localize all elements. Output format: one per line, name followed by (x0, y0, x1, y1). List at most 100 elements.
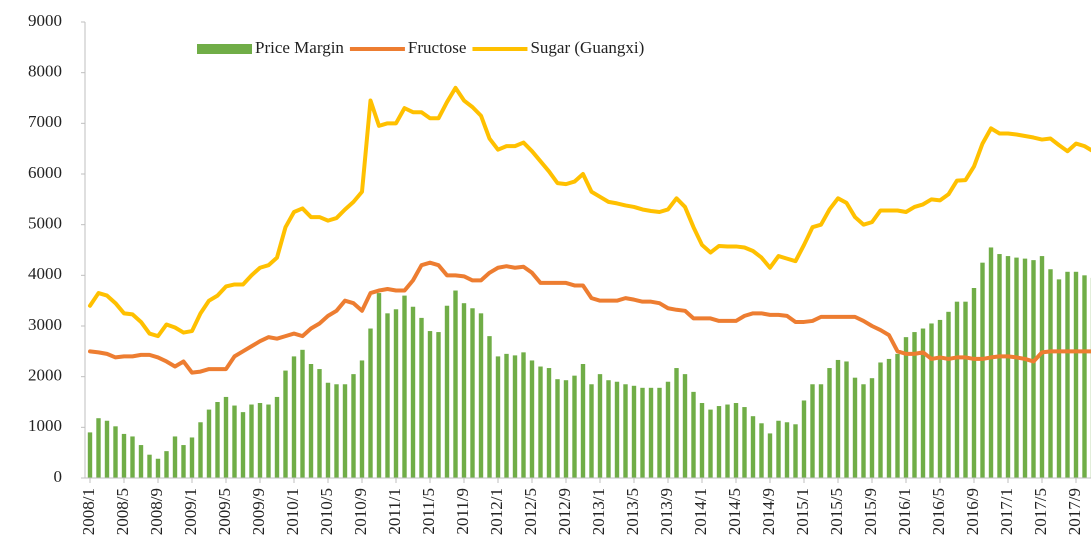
bar (402, 296, 406, 478)
bar (598, 374, 602, 478)
x-tick-label: 2011/9 (453, 488, 472, 535)
bar (904, 337, 908, 478)
bar (615, 382, 619, 478)
bar (496, 356, 500, 478)
bar (836, 360, 840, 478)
x-tick-label: 2015/9 (861, 488, 880, 535)
bar (164, 451, 168, 478)
y-tick-label: 0 (54, 467, 63, 486)
bar (343, 384, 347, 478)
bar (198, 422, 202, 478)
line (90, 263, 1091, 373)
y-tick-label: 9000 (28, 11, 62, 30)
bar (802, 400, 806, 478)
bar (377, 293, 381, 478)
bar (878, 362, 882, 478)
bar (462, 303, 466, 478)
x-tick-label: 2017/9 (1065, 488, 1084, 535)
bar (317, 369, 321, 478)
x-tick-label: 2014/1 (691, 488, 710, 535)
bar (776, 421, 780, 478)
bar (538, 367, 542, 478)
bar (266, 405, 270, 478)
bar (674, 368, 678, 478)
bar (479, 313, 483, 478)
bar (759, 423, 763, 478)
y-tick-label: 2000 (28, 366, 62, 385)
bar (895, 354, 899, 478)
legend-label: Sugar (Guangxi) (530, 38, 644, 57)
bar (623, 384, 627, 478)
bar (963, 302, 967, 478)
bar (513, 355, 517, 478)
bar (385, 313, 389, 478)
bar (360, 360, 364, 478)
bar (88, 432, 92, 478)
bar (810, 384, 814, 478)
bar (742, 407, 746, 478)
bar (1040, 256, 1044, 478)
bar (326, 383, 330, 478)
x-tick-label: 2012/9 (555, 488, 574, 535)
bar (122, 434, 126, 478)
bar (504, 354, 508, 478)
bar (96, 418, 100, 478)
page: {"chart_data": { "type": "bar-line", "ca… (0, 0, 1091, 557)
y-tick-label: 3000 (28, 315, 62, 334)
x-tick-label: 2016/9 (963, 488, 982, 535)
bar (283, 371, 287, 478)
bar (419, 318, 423, 478)
bar (708, 410, 712, 478)
bar (207, 410, 211, 478)
y-tick-label: 4000 (28, 264, 62, 283)
bar (555, 379, 559, 478)
bar (861, 384, 865, 478)
bar (929, 323, 933, 478)
bar (258, 403, 262, 478)
bar (334, 384, 338, 478)
bar (470, 308, 474, 478)
x-tick-label: 2010/1 (283, 488, 302, 535)
bar (1065, 272, 1069, 478)
y-tick-label: 1000 (28, 416, 62, 435)
bar (819, 384, 823, 478)
bar (640, 388, 644, 478)
bar (632, 386, 636, 478)
bar (1057, 279, 1061, 478)
bar (955, 302, 959, 478)
bar (351, 374, 355, 478)
bar (411, 307, 415, 478)
bar (1023, 259, 1027, 478)
bar (436, 332, 440, 478)
bar (1074, 272, 1078, 478)
y-tick-label: 6000 (28, 163, 62, 182)
bar (734, 403, 738, 478)
x-tick-label: 2008/9 (147, 488, 166, 535)
bar (241, 412, 245, 478)
bar (946, 312, 950, 478)
bar (521, 352, 525, 478)
bar (564, 380, 568, 478)
x-tick-label: 2009/1 (181, 488, 200, 535)
y-tick-label: 7000 (28, 112, 62, 131)
bar (428, 331, 432, 478)
bar (938, 320, 942, 478)
bar (300, 350, 304, 478)
x-tick-label: 2011/1 (385, 488, 404, 535)
bar (827, 368, 831, 478)
bar (130, 436, 134, 478)
x-tick-label: 2008/1 (79, 488, 98, 535)
bar (139, 445, 143, 478)
bar (487, 336, 491, 478)
bar (224, 397, 228, 478)
x-tick-label: 2013/1 (589, 488, 608, 535)
bar (980, 263, 984, 478)
bar (972, 288, 976, 478)
bar (394, 309, 398, 478)
bar (156, 459, 160, 478)
x-tick-label: 2015/1 (793, 488, 812, 535)
x-tick-label: 2016/1 (895, 488, 914, 535)
bar (717, 406, 721, 478)
bar (649, 388, 653, 478)
